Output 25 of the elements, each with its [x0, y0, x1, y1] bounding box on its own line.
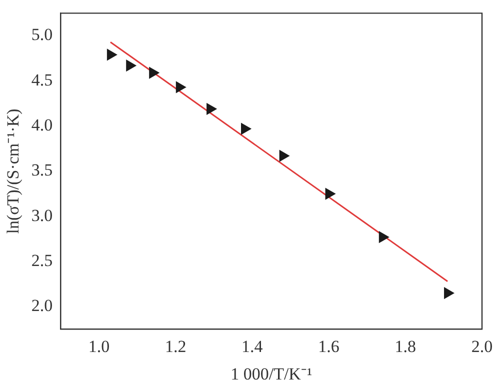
- x-tick-label: 2.0: [471, 336, 493, 356]
- point: [206, 103, 217, 115]
- point: [325, 188, 336, 200]
- y-tick-label: 2.0: [31, 296, 53, 316]
- point: [106, 49, 117, 60]
- point: [149, 67, 160, 78]
- y-tick-label: 2.5: [31, 250, 53, 270]
- point: [279, 150, 290, 162]
- x-tick-label: 1.6: [318, 336, 340, 356]
- y-tick-label: 4.0: [31, 116, 53, 135]
- y-tick-label: 5.0: [31, 25, 53, 44]
- x-tick-label: 1.4: [242, 336, 264, 356]
- point: [126, 60, 136, 72]
- x-tick-label: 1.8: [394, 336, 416, 356]
- x-axis-title: 1 000/T/K⁻¹: [230, 364, 312, 384]
- x-tick-label: 1.2: [164, 336, 186, 356]
- x-tick-label: 1.0: [88, 336, 110, 356]
- point: [176, 82, 186, 93]
- y-tick-label: 3.0: [31, 206, 53, 225]
- y-axis-title: ln(σT)/(S·cm⁻¹·K): [4, 108, 23, 234]
- point: [378, 231, 389, 243]
- y-tick-label: 4.5: [31, 70, 53, 90]
- y-tick-label: 3.5: [31, 160, 53, 180]
- point: [444, 287, 454, 299]
- point: [241, 123, 252, 134]
